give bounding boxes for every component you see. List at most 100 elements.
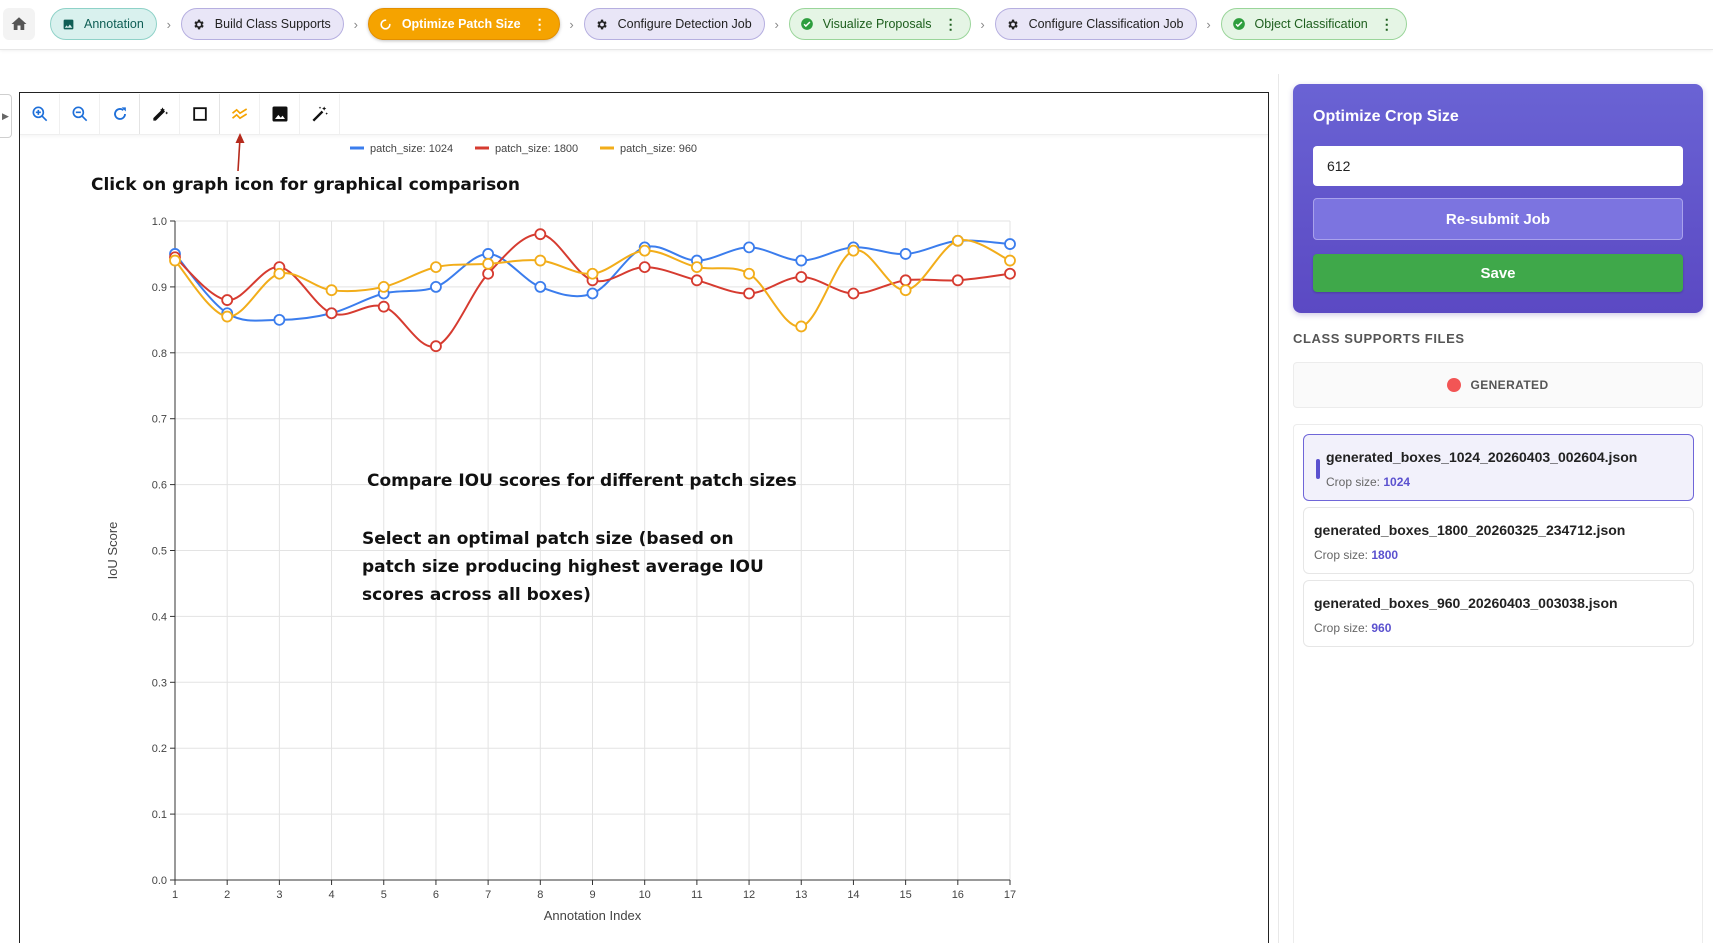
data-point [221, 294, 234, 306]
file-meta: Crop size: 1800 [1314, 548, 1398, 562]
zoom-out-button[interactable] [60, 93, 100, 134]
step-configure-detection-job[interactable]: Configure Detection Job [583, 8, 765, 40]
save-button[interactable]: Save [1313, 254, 1683, 292]
image-icon [61, 17, 75, 31]
data-point [586, 287, 599, 300]
generated-filter[interactable]: GENERATED [1293, 362, 1703, 408]
x-tick-label: 10 [639, 889, 651, 901]
refresh-button[interactable] [100, 93, 140, 134]
y-axis-label: IoU Score [105, 522, 120, 580]
expand-panel-handle[interactable]: ▶ [0, 94, 12, 138]
crop-size-input[interactable] [1313, 146, 1683, 186]
x-tick-label: 15 [900, 889, 912, 901]
file-item[interactable]: generated_boxes_1800_20260325_234712.jso… [1303, 507, 1694, 574]
step-label: Object Classification [1254, 17, 1368, 31]
x-tick-label: 12 [743, 889, 755, 901]
status-dot [1447, 378, 1462, 392]
step-menu-icon[interactable]: ⋮ [943, 16, 958, 32]
x-axis-label: Annotation Index [544, 908, 642, 923]
crop-prefix: Crop size: [1314, 621, 1372, 635]
file-item[interactable]: generated_boxes_960_20260403_003038.json… [1303, 580, 1694, 647]
graph-button[interactable] [220, 93, 260, 134]
step-menu-icon[interactable]: ⋮ [1379, 16, 1394, 32]
step-label: Visualize Proposals [822, 17, 932, 31]
iou-line-chart: 0.00.10.20.30.40.50.60.70.80.91.01 2 3 4 5 6 7… [105, 133, 1016, 923]
workflow-steps: Annotation › Build Class Supports › Opti… [50, 8, 1407, 40]
select-annotation-line-1: Select an optimal patch size (based on [362, 529, 734, 549]
step-annotation[interactable]: Annotation [50, 8, 157, 40]
file-meta: Crop size: 960 [1314, 621, 1391, 635]
file-name: generated_boxes_1024_20260403_002604.jso… [1326, 449, 1638, 465]
step-visualize-proposals[interactable]: Visualize Proposals ⋮ [788, 8, 971, 40]
zoom-in-button[interactable] [20, 93, 60, 134]
step-build-class-supports[interactable]: Build Class Supports [180, 8, 344, 40]
file-item[interactable]: generated_boxes_1024_20260403_002604.jso… [1303, 434, 1694, 501]
data-point [795, 271, 808, 283]
data-point [847, 244, 860, 257]
chart-panel: 0.0 0.1 0.2 0.3 0.4 0.5 0.6 0.7 0.8 0.9 1.0 1 2 3 4 5 6 7… [19, 92, 1269, 943]
step-label: Optimize Patch Size [401, 17, 521, 31]
magic-wand-icon [312, 106, 328, 121]
chart-toolbar [20, 93, 1268, 135]
data-point [638, 244, 651, 257]
magic-wand-button[interactable] [300, 93, 340, 134]
x-tick-label: 6 [433, 889, 439, 901]
x-tick-label: 16 [952, 889, 964, 901]
data-point [586, 267, 599, 280]
step-optimize-patch-size[interactable]: Optimize Patch Size ⋮ [367, 8, 560, 40]
check-circle-icon [800, 17, 814, 31]
step-separator: › [166, 16, 171, 32]
panel-divider [1278, 74, 1279, 943]
y-tick-label: 1.0 [152, 216, 167, 228]
x-tick-label: 9 [589, 889, 595, 901]
step-label: Configure Classification Job [1028, 17, 1184, 31]
file-name: generated_boxes_1800_20260325_234712.jso… [1314, 522, 1626, 538]
data-point [534, 254, 547, 267]
y-tick-label: 0.2 [152, 743, 167, 755]
data-point [899, 248, 912, 260]
x-tick-label: 14 [847, 889, 859, 901]
step-label: Build Class Supports [214, 17, 331, 31]
crop-value: 960 [1371, 621, 1392, 635]
data-point [377, 300, 390, 313]
y-tick-label: 0.7 [152, 414, 167, 426]
y-tick-label: 0.3 [152, 677, 167, 689]
legend-label: patch_size: 1024 [370, 143, 453, 155]
data-point [690, 261, 703, 274]
step-object-classification[interactable]: Object Classification ⋮ [1220, 8, 1407, 40]
data-point [951, 234, 964, 247]
y-tick-label: 0.9 [152, 282, 167, 294]
section-title: CLASS SUPPORTS FILES [1293, 331, 1465, 346]
home-icon [11, 17, 27, 30]
card-title: Optimize Crop Size [1313, 108, 1459, 125]
resubmit-job-button[interactable]: Re-submit Job [1313, 198, 1683, 240]
image-view-button[interactable] [260, 93, 300, 134]
graph-icon [231, 107, 247, 119]
compare-annotation: Compare IOU scores for different patch s… [367, 471, 797, 491]
gear-icon [1006, 17, 1020, 31]
data-point [795, 320, 808, 333]
data-point [377, 280, 390, 293]
step-label: Configure Detection Job [617, 17, 752, 31]
data-point [1004, 238, 1016, 250]
auto-draw-icon [152, 106, 168, 121]
auto-draw-button[interactable] [140, 93, 180, 134]
y-tick-label: 0.5 [152, 546, 167, 558]
x-tick-label: 3 [276, 889, 282, 901]
step-label: Annotation [84, 17, 144, 31]
rectangle-button[interactable] [180, 93, 220, 134]
home-button[interactable] [3, 8, 35, 40]
selected-indicator [1316, 459, 1320, 479]
crop-value: 1800 [1371, 548, 1399, 562]
step-configure-classification-job[interactable]: Configure Classification Job [994, 8, 1197, 40]
zoom-out-icon [72, 106, 87, 121]
y-tick-label: 0.0 [152, 875, 167, 887]
step-menu-icon[interactable]: ⋮ [532, 16, 547, 32]
x-tick-label: 1 [172, 889, 178, 901]
data-point [430, 280, 442, 293]
data-point [273, 267, 286, 280]
data-point [1004, 254, 1016, 267]
data-point [795, 254, 808, 267]
step-separator: › [1206, 16, 1211, 32]
refresh-icon [113, 106, 126, 120]
